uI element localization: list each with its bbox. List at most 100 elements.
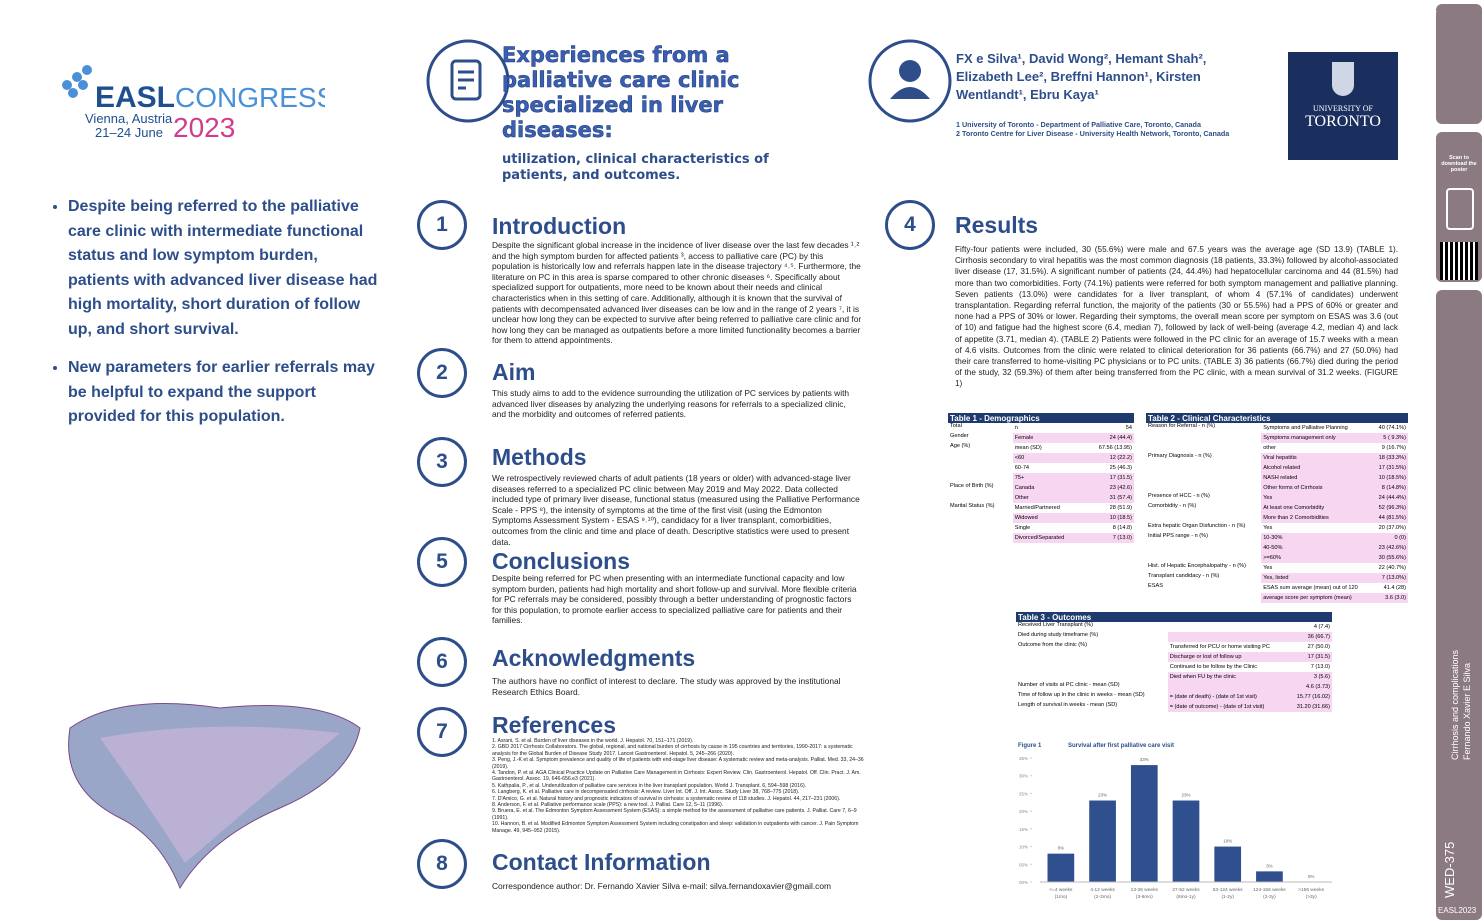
table-row: 60-74 25 (46.3) — [948, 463, 1134, 473]
table-title: Table 1 - Demographics — [948, 413, 1134, 423]
cell-value: 5 ( 9.3%) — [1383, 435, 1406, 441]
section-number: 6 — [417, 637, 467, 687]
cell-text: Married/Partnered — [1014, 505, 1060, 511]
cell-value: 0 (0) — [1394, 535, 1406, 541]
bar — [1256, 871, 1283, 882]
cell-text: Alcohol related — [1263, 465, 1301, 471]
cell-value: 18 (33.3%) — [1378, 455, 1406, 461]
table-header: Table 3 - Outcomes — [1016, 612, 1332, 622]
scan-text: Scan to download the poster — [1441, 155, 1477, 173]
affiliations: 1 University of Toronto - Department of … — [956, 120, 1229, 138]
bar — [1089, 800, 1116, 882]
y-tick-label: 30% — [1019, 774, 1028, 779]
cell-text: Canada — [1014, 485, 1035, 491]
cell-text: Symptoms management only — [1263, 435, 1336, 441]
row-label: Died during study timeframe (%) — [1016, 632, 1168, 642]
reference: 3. Peng, J.-K et al. Symptom prevalence … — [492, 757, 864, 770]
table-row: Number of visits at PC clinic - mean (SD… — [1016, 682, 1332, 692]
cell-value: 4.6 (3.73) — [1306, 684, 1330, 690]
event: EASL2023 — [1438, 906, 1477, 915]
cell-value: 17 (31.5) — [1307, 654, 1330, 660]
row-label: Total — [948, 423, 1013, 433]
cell-text: Continued to be follow by the Clinic — [1169, 664, 1258, 670]
bar — [1047, 853, 1075, 882]
cell-value: 17 (31.5) — [1109, 475, 1132, 481]
crest — [1332, 62, 1354, 96]
cell-value: 7 (13.0%) — [1381, 575, 1406, 581]
section-text: Correspondence author: Dr. Fernando Xavi… — [492, 881, 832, 891]
x-tick-label: (6mo-1y) — [1176, 894, 1196, 900]
poster-subtitle: utilization, clinical characteristics of… — [502, 152, 769, 183]
logo-congress: CONGRESS — [175, 82, 325, 113]
cell-text: = (date of outcome) - (date of 1st visit… — [1169, 704, 1265, 710]
row-label: Primary Diagnosis - n (%) — [1146, 453, 1262, 493]
table-row: Extra hepatic Organ Disfunction - n (%) Y… — [1146, 523, 1408, 533]
value-label: 23% — [1098, 793, 1107, 798]
table-row: Total n 54 — [948, 423, 1134, 433]
table-row: Transplant candidacy - n (%) Yes, listed 7… — [1146, 573, 1408, 583]
table-row: NASH related 10 (18.5%) — [1146, 473, 1408, 483]
x-tick-label: 53-124 weeks — [1213, 887, 1243, 893]
affiliation: 2 Toronto Centre for Liver Disease - Uni… — [956, 129, 1230, 138]
table-row: Discharge or lost of follow up 17 (31.5) — [1016, 652, 1332, 662]
cell — [1168, 622, 1289, 632]
table-row: ESAS ESAS sum average (mean) out of 120 41… — [1146, 583, 1408, 603]
cell-text: NASH related — [1263, 475, 1298, 481]
cell-value: 54 — [1125, 425, 1132, 431]
section-text: This study aims to add to the evidence s… — [492, 388, 850, 420]
section-number: 2 — [417, 348, 467, 398]
cell-text: Other forms of Cirrhosis — [1263, 485, 1323, 491]
table-row: Divorced/Separated 7 (13.0) — [948, 533, 1134, 543]
reference-list: 1. Asrani, S. et al. Burden of liver dis… — [492, 738, 864, 834]
row-label: Outcome from the clinic (%) — [1016, 642, 1168, 682]
table-row: Widowed 10 (18.5) — [948, 513, 1134, 523]
data-table: Table 1 - Demographics Total n 54 Gender Fema… — [948, 413, 1134, 543]
cell-text: Discharge or lost of follow up — [1169, 654, 1242, 660]
table-row: Marital Status (%) Married/Partnered 28 (5… — [948, 503, 1134, 543]
table-row: average score per symptom (mean) 3.6 (3.0… — [1146, 593, 1408, 603]
figure-label: Figure 1 — [1018, 743, 1042, 749]
value-label: 33% — [1140, 757, 1149, 762]
reference: 9. Bruera, E. et al. The Edmonton Sympto… — [492, 808, 857, 821]
cell-text: Symptoms and Palliative Planning — [1263, 425, 1348, 431]
poster-title: Experiences from a palliative care clini… — [502, 43, 740, 143]
cell-text: More than 2 Comorbidities — [1263, 515, 1329, 521]
value-label: 23% — [1181, 793, 1190, 798]
section-heading: Methods — [492, 444, 587, 470]
y-tick-label: 25% — [1019, 791, 1028, 796]
cell-text: average score per symptom (mean) — [1263, 595, 1352, 601]
value-label: 10% — [1223, 839, 1232, 844]
table-row: Died when FU by the clinic 3 (5.6) — [1016, 672, 1332, 682]
cell-text: Yes — [1263, 495, 1273, 501]
section-number: 4 — [885, 200, 935, 250]
table-row: Outcome from the clinic (%) Transferred f… — [1016, 642, 1332, 682]
cell-text: 60-74 — [1014, 465, 1030, 471]
section-number: 5 — [417, 537, 467, 587]
row-label: Presence of HCC - n (%) — [1146, 493, 1262, 503]
document-icon — [426, 39, 510, 123]
cell-value: 31 (57.4) — [1109, 495, 1132, 501]
reference: 1. Asrani, S. et al. Burden of liver dis… — [492, 738, 694, 744]
liver-illustration — [68, 703, 361, 890]
cell-value: 17 (31.5%) — [1378, 465, 1406, 471]
row-label: Initial PPS range - n (%) — [1146, 533, 1262, 563]
cell-value: 30 (55.6%) — [1378, 555, 1406, 561]
section-heading: Conclusions — [492, 548, 631, 574]
cell-value: 12 (22.2) — [1109, 455, 1132, 461]
table-row: Single 8 (14.8) — [948, 523, 1134, 533]
cell-text: Died when FU by the clinic — [1169, 674, 1236, 680]
cell-value: 52 (96.3%) — [1378, 505, 1406, 511]
cell-value: 24 (44.4%) — [1378, 495, 1406, 501]
value-label: 3% — [1266, 863, 1273, 868]
cell-value: 23 (42.6%) — [1378, 545, 1406, 551]
x-tick-label: 4-12 weeks — [1090, 887, 1115, 893]
cell-text: Yes — [1263, 525, 1273, 531]
section-text: Despite the significant global increase … — [492, 240, 862, 346]
row-label: Marital Status (%) — [948, 503, 1013, 543]
table-row: Alcohol related 17 (31.5%) — [1146, 463, 1408, 473]
cell-text: 40-50% — [1263, 545, 1283, 551]
table-row: Received Liver Transplant (%) 4 (7.4) — [1016, 622, 1332, 632]
x-tick-label: (1-2y) — [1221, 894, 1234, 900]
uoft-line2: TORONTO — [1305, 113, 1381, 130]
